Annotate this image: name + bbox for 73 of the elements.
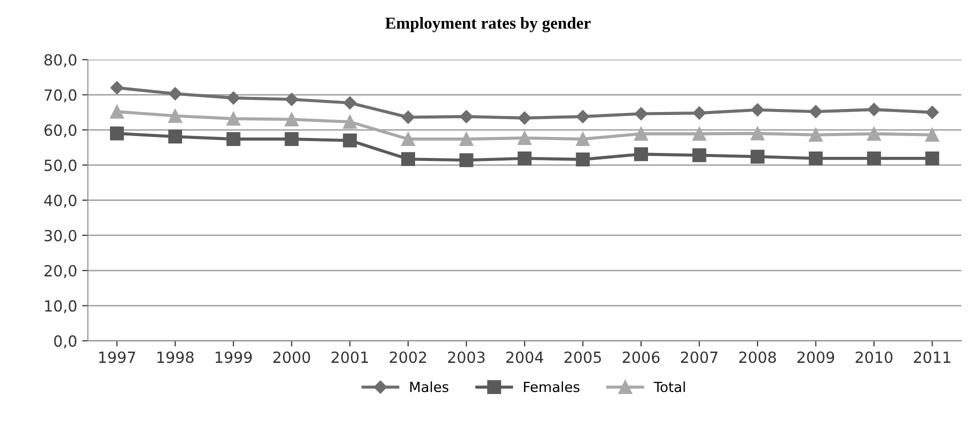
point	[692, 126, 706, 141]
x-tick-label: 2004	[506, 351, 544, 364]
point	[576, 110, 590, 124]
legend-label: Females	[524, 381, 580, 392]
point	[518, 131, 532, 145]
point	[750, 150, 764, 164]
point	[808, 151, 823, 166]
point	[926, 106, 939, 119]
x-tick-label: 2011	[914, 351, 950, 364]
x-tick-label: 2003	[448, 351, 485, 364]
x-tick-label: 2009	[797, 351, 834, 364]
y-tick-label: 70,0	[44, 89, 76, 102]
point	[692, 148, 706, 162]
point	[867, 126, 881, 141]
y-tick-label: 10,0	[45, 300, 76, 314]
x-tick-label: 2006	[622, 351, 660, 364]
point	[867, 151, 881, 166]
point	[284, 112, 299, 126]
point	[226, 112, 240, 126]
point	[750, 126, 764, 140]
legend-label: Males	[410, 381, 448, 392]
point	[634, 126, 648, 141]
y-tick-label: 30,0	[44, 230, 76, 243]
point	[110, 104, 124, 119]
x-tick-label: 2005	[564, 351, 601, 364]
x-tick-label: 1999	[216, 351, 252, 364]
point	[402, 110, 415, 124]
y-tick-label: 40,0	[44, 194, 76, 208]
point	[809, 105, 822, 118]
point	[226, 91, 240, 105]
legend-label: Total	[654, 381, 685, 392]
point	[518, 151, 532, 166]
point	[576, 152, 590, 166]
x-tick-label: 1997	[99, 351, 136, 364]
point	[226, 132, 240, 146]
y-tick-label: 80,0	[44, 54, 76, 68]
point	[867, 102, 881, 116]
point	[634, 107, 648, 120]
point	[576, 132, 590, 146]
point	[925, 151, 940, 166]
point	[168, 87, 182, 100]
point	[168, 130, 182, 144]
point	[285, 92, 298, 106]
point	[401, 152, 416, 166]
point	[692, 106, 706, 120]
point	[634, 147, 648, 162]
point	[925, 128, 940, 142]
x-tick-label: 2010	[856, 351, 892, 364]
point	[284, 132, 299, 146]
y-tick-label: 50,0	[44, 160, 76, 173]
y-tick-label: 60,0	[44, 124, 76, 138]
point	[342, 114, 357, 129]
point	[459, 153, 474, 168]
point	[168, 108, 182, 123]
y-tick-label: 0,0	[54, 335, 76, 348]
point	[750, 103, 764, 116]
point	[110, 81, 124, 94]
point	[110, 126, 124, 140]
point	[518, 111, 532, 125]
point	[343, 96, 356, 110]
x-tick-label: 2002	[390, 351, 426, 364]
x-tick-label: 2008	[739, 351, 776, 364]
chart-title: Employment rates by gender	[385, 17, 591, 32]
x-tick-label: 2000	[273, 351, 310, 364]
x-tick-label: 1998	[157, 351, 194, 364]
point	[342, 134, 357, 148]
point	[808, 128, 823, 142]
x-tick-label: 2001	[332, 351, 368, 364]
point	[460, 110, 473, 124]
x-tick-label: 2007	[680, 351, 718, 364]
point	[401, 132, 416, 146]
y-tick-label: 20,0	[44, 264, 76, 278]
point	[459, 132, 474, 146]
